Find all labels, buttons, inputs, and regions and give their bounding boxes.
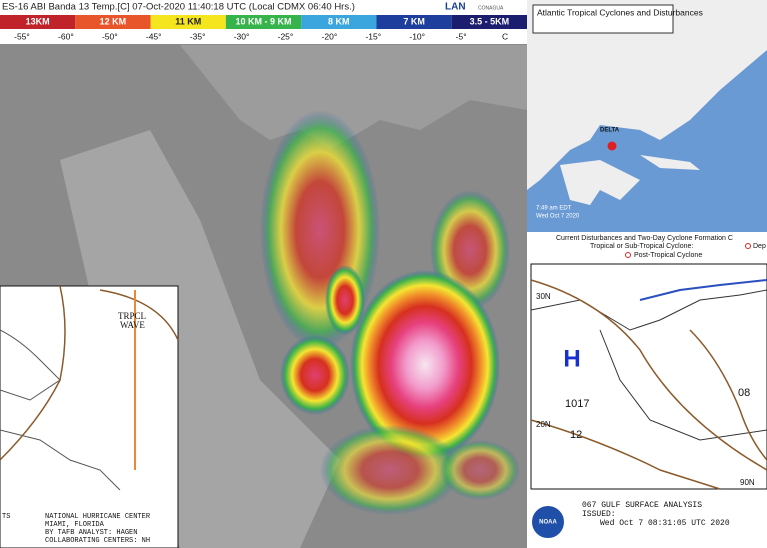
coastline [0,329,61,401]
land [0,45,527,150]
island [640,155,700,170]
caribbean-map [0,285,179,548]
wave-label: TRPCL [118,311,146,321]
surface-panel: 30N H 1017 20N 12 08 90N NOAA 067 GULF S… [530,263,767,540]
outlook-title-box [532,4,674,34]
scale-swatch [301,15,377,29]
color-scale: 13KM 12 KM 11 KM 10 KM - 9 KM 8 KM 7 KM 3.5 - … [0,15,527,29]
isobar [99,289,179,341]
scale-label: 8 KM [328,16,350,26]
temp-label: -25° [278,31,294,41]
scale-label: 13KM [26,16,50,26]
land [60,130,340,548]
temp-label: -50° [102,31,118,41]
satellite-header: ES-16 ABI Banda 13 Temp.[C] 07-Oct-2020 … [0,0,527,44]
scale-label: 12 KM [100,16,127,26]
storm-label: DELTA [600,128,620,134]
scale-swatch [376,15,452,29]
front [639,279,767,301]
scale-label: 11 KM [175,16,201,26]
cloud [325,265,365,335]
legend-symbol [625,252,631,258]
satellite-panel [0,0,527,548]
outlook-panel: Atlantic Tropical Cyclones and Disturban… [527,0,767,262]
temp-label: -20° [322,31,338,41]
analyst: BY TAFB ANALYST: HAGEN [45,529,137,537]
land [527,0,767,190]
outlook-date: Wed Oct 7 2020 [536,214,580,220]
isobar [0,285,66,461]
noaa-logo-text: NOAA [539,520,557,526]
temperature-labels: -55° -60° -50° -45° -35° -30° -25° -20° -15° -10°… [14,31,508,41]
hurricane [350,270,500,460]
legend-title: Current Disturbances and Two-Day Cyclone… [556,235,733,242]
land [560,160,640,205]
center-name: NATIONAL HURRICANE CENTER [45,513,151,521]
scale-label: 10 KM - 9 KM [235,16,291,26]
scale-swatch [75,15,151,29]
temp-label: -35° [190,31,206,41]
temp-label: -45° [146,31,162,41]
cloud [320,425,460,515]
noaa-logo [530,504,566,540]
caribbean-panel: TRPCL WAVE TS NATIONAL HURRICANE CENTER … [0,285,179,548]
surface-issued: ISSUED: [582,510,616,519]
isobar-label: 08 [738,387,750,399]
legend-item: Tropical or Sub-Tropical Cyclone: [590,243,693,250]
legend-item: Dep [753,243,766,250]
high-pressure: H [563,345,580,372]
temp-label: -30° [234,31,250,41]
scale-swatch [150,15,226,29]
scale-swatch [0,15,76,29]
logo-sub: CONAGUA [478,5,504,11]
temp-label: -15° [365,31,381,41]
isobar [689,329,767,461]
outlook-title: Atlantic Tropical Cyclones and Disturban… [537,7,703,17]
coastline [0,429,121,491]
temp-label: C [502,31,508,41]
collaborators: COLLABORATING CENTERS: NH [45,537,150,545]
temp-label: -55° [14,31,30,41]
pressure: 1017 [565,398,589,410]
wave-label: WAVE [120,320,145,330]
longitude: 90N [740,478,755,487]
temp-label: -60° [58,31,74,41]
scale-swatch [225,15,302,29]
surface-title: 067 GULF SURFACE ANALYSIS [582,501,702,510]
cloud [440,440,520,500]
logo: LAN [445,2,466,13]
isobar [530,279,767,471]
scale-label: 7 KM [403,16,425,26]
temp-label: -5° [456,31,467,41]
cloud [280,335,350,415]
scale-label: 3.5 - 5KM [470,16,510,26]
scale-swatch [451,15,527,29]
isobar [530,419,721,490]
coastline [599,329,767,441]
legend-symbol [745,243,751,249]
latitude: 20N [536,420,551,429]
latitude: 30N [536,292,551,301]
city: MIAMI, FLORIDA [45,521,105,529]
legend-item: Post-Tropical Cyclone [634,252,702,259]
outlook-time: 7:49 am EDT [536,206,572,212]
surface-date: Wed Oct 7 08:31:05 UTC 2020 [600,519,730,528]
storm-marker [607,141,617,151]
corner-label: TS [2,513,10,521]
isobar-label: 12 [570,429,582,441]
temp-label: -10° [409,31,425,41]
header-title: ES-16 ABI Banda 13 Temp.[C] 07-Oct-2020 … [2,2,355,13]
legend-background [527,232,767,262]
